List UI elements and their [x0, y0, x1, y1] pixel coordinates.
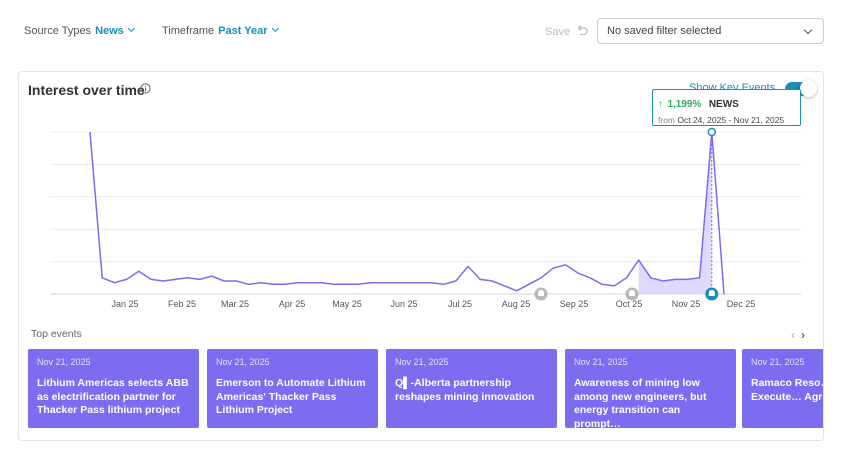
source-types-label: Source Types — [24, 25, 92, 37]
arrow-up-icon: ↑ — [658, 99, 663, 110]
x-tick-label: Nov 25 — [672, 299, 701, 309]
bell-icon-glyph — [708, 290, 715, 296]
x-tick-label: Apr 25 — [279, 299, 306, 309]
x-tick-label: Oct 25 — [616, 299, 643, 309]
top-events-list: Nov 21, 2025 Lithium Americas selects AB… — [28, 349, 823, 429]
series-line — [89, 131, 725, 295]
chevron-left-icon[interactable]: ‹ — [791, 328, 795, 342]
highlight-area — [638, 132, 712, 294]
event-date: Nov 21, 2025 — [37, 357, 91, 367]
event-title: Lithium Americas selects ABB as electrif… — [37, 377, 189, 416]
event-title: Emerson to Automate Lithium Americas' Th… — [216, 377, 366, 416]
event-card[interactable]: Nov 21, 2025 Lithium Americas selects AB… — [28, 349, 199, 428]
event-card[interactable]: Nov 21, 2025 Q▌-Alberta partnership resh… — [386, 349, 557, 428]
bell-icon-glyph — [538, 290, 544, 296]
carousel-arrows: ‹ › — [791, 328, 805, 342]
x-tick-label: Jan 25 — [111, 299, 138, 309]
event-date: Nov 21, 2025 — [751, 357, 805, 367]
saved-filter-value: No saved filter selected — [607, 25, 722, 37]
source-types-filter[interactable]: Source Types News — [24, 24, 135, 37]
x-tick-label: Dec 25 — [727, 299, 756, 309]
filter-bar: Source Types News Timeframe Past Year Save… — [0, 0, 843, 62]
undo-icon[interactable] — [575, 24, 589, 38]
chevron-down-icon — [127, 24, 135, 33]
toggle-knob — [800, 80, 817, 97]
interest-chart: Jan 25 Feb 25 Mar 25 Apr 25 May 25 Jun 25 Jul … — [50, 127, 801, 309]
timeframe-value[interactable]: Past Year — [218, 25, 268, 37]
peak-point — [707, 127, 717, 137]
chevron-down-icon — [803, 25, 813, 35]
top-events-heading: Top events — [31, 328, 82, 340]
chart-tooltip: ↑ 1,199% NEWS from Oct 24, 2025 - Nov 21… — [652, 89, 801, 126]
x-tick-label: Aug 25 — [502, 299, 531, 309]
event-title: Awareness of mining low among new engine… — [574, 377, 707, 428]
tooltip-date-range: Oct 24, 2025 - Nov 21, 2025 — [677, 115, 785, 125]
panel-title: Interest over time — [28, 82, 145, 98]
tooltip-percent: 1,199% — [667, 99, 702, 110]
event-title: Q▌-Alberta partnership reshapes mining i… — [395, 377, 535, 403]
event-date: Nov 21, 2025 — [574, 357, 628, 367]
chevron-down-icon — [271, 24, 279, 33]
event-card[interactable]: Nov 21, 2025 Ramaco Reso… NETL Execute… … — [742, 349, 823, 428]
tooltip-from-label: from — [658, 115, 675, 125]
x-tick-label: Jul 25 — [448, 299, 472, 309]
source-types-value[interactable]: News — [95, 25, 124, 37]
info-icon[interactable] — [140, 83, 151, 94]
timeframe-label: Timeframe — [162, 25, 215, 37]
event-title: Ramaco Reso… NETL Execute… Agreement o… — [751, 377, 823, 403]
interest-over-time-panel: Jan 25 Feb 25 Mar 25 Apr 25 May 25 Jun 25 Jul … — [18, 71, 824, 441]
x-tick-label: Sep 25 — [560, 299, 589, 309]
x-tick-label: Mar 25 — [221, 299, 249, 309]
save-button[interactable]: Save — [545, 26, 571, 38]
x-tick-label: Feb 25 — [168, 299, 196, 309]
event-card[interactable]: Nov 21, 2025 Emerson to Automate Lithium… — [207, 349, 378, 428]
x-tick-label: May 25 — [332, 299, 362, 309]
event-date: Nov 21, 2025 — [395, 357, 449, 367]
event-date: Nov 21, 2025 — [216, 357, 270, 367]
event-card[interactable]: Nov 21, 2025 Awareness of mining low amo… — [565, 349, 736, 428]
x-tick-label: Jun 25 — [390, 299, 417, 309]
timeframe-filter[interactable]: Timeframe Past Year — [162, 24, 279, 37]
chevron-right-icon[interactable]: › — [801, 328, 805, 342]
saved-filter-select[interactable]: No saved filter selected — [597, 18, 824, 44]
bell-icon-glyph — [629, 290, 635, 296]
tooltip-type: NEWS — [708, 99, 739, 110]
